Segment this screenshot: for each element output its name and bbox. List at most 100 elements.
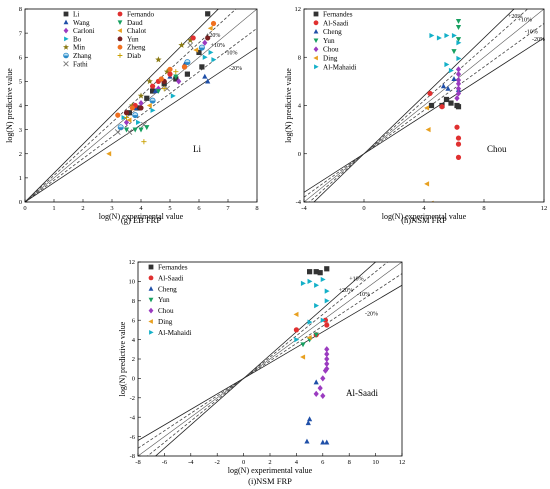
marker-triangle-right <box>324 298 330 304</box>
marker-triangle-right <box>208 49 214 56</box>
marker-triangle-right <box>448 67 454 74</box>
legend-label: Al-Mahaidi <box>158 329 192 337</box>
legend-entry: Ding <box>148 318 173 326</box>
x-tick-label: 0 <box>362 205 365 212</box>
marker-diamond <box>324 365 330 372</box>
marker-square <box>126 110 132 116</box>
legend-label: Min <box>73 44 85 52</box>
x-tick-label: 7 <box>226 205 230 212</box>
marker-triangle-right <box>211 57 217 63</box>
x-tick-label: -4 <box>301 205 307 212</box>
marker-diamond <box>148 307 154 314</box>
series-chou <box>454 66 462 102</box>
marker-triangle-right <box>436 35 442 41</box>
panel-label: Li <box>193 144 201 154</box>
marker-triangle-up <box>304 438 310 444</box>
y-tick-label: -4 <box>130 414 136 421</box>
marker-circle <box>181 64 188 70</box>
marker-circle <box>123 110 130 116</box>
legend-label: Chou <box>158 307 174 315</box>
marker-triangle-up <box>202 73 208 79</box>
series-fernandes <box>307 266 330 276</box>
series-ding <box>424 105 434 202</box>
legend-entry: Ding <box>313 55 338 63</box>
marker-triangle-right <box>456 55 462 62</box>
marker-square <box>324 266 330 272</box>
marker-triangle-right <box>149 330 154 335</box>
marker-square <box>144 95 150 101</box>
marker-triangle-left <box>106 151 112 157</box>
y-tick-label: 7 <box>19 30 23 37</box>
legend-label: Fernando <box>127 11 155 19</box>
legend-entry: Bo <box>64 35 82 43</box>
marker-diamond <box>455 66 462 73</box>
reference-line-label: +10% <box>211 43 225 49</box>
marker-triangle-right <box>320 276 326 283</box>
legend-label: Fernandes <box>158 264 188 272</box>
reference-line-label: +20% <box>508 14 522 20</box>
legend-entry: Zhang <box>63 52 92 60</box>
marker-circle <box>167 66 173 72</box>
legend-label: Wang <box>73 19 90 27</box>
marker-triangle-up <box>152 88 159 94</box>
marker-triangle-left <box>193 47 199 53</box>
legend-entry: Fernandes <box>313 11 353 19</box>
marker-triangle-down <box>451 49 457 55</box>
chart-caption: (h)NSM FRP <box>401 215 447 225</box>
y-tick-label: 4 <box>298 103 302 110</box>
legend-label: Ding <box>323 55 338 63</box>
reference-line <box>304 37 544 193</box>
marker-circle <box>117 44 123 50</box>
y-tick-label: 12 <box>295 6 302 13</box>
legend-label: Al-Saadi <box>323 19 349 27</box>
legend-entry: Cheng <box>148 285 177 293</box>
series-al-saadi <box>427 90 462 160</box>
legend-entry: Al-Mahaidi <box>314 63 357 71</box>
plot-area <box>25 9 257 202</box>
marker-triangle-left <box>306 335 312 341</box>
marker-triangle-left <box>425 127 431 133</box>
x-tick-label: 8 <box>255 205 258 212</box>
x-tick-label: 0 <box>23 205 26 212</box>
reference-line <box>308 9 529 202</box>
marker-square <box>148 264 154 270</box>
legend-entry: Fernando <box>117 11 155 19</box>
marker-diamond <box>63 27 69 34</box>
marker-diamond <box>313 46 319 53</box>
marker-diamond <box>455 90 462 97</box>
reference-line-label: -20% <box>229 66 242 72</box>
marker-circle <box>115 112 121 118</box>
marker-triangle-up <box>320 439 326 445</box>
legend-entry: Zheng <box>117 44 146 52</box>
marker-circle-half-fill <box>150 100 156 104</box>
marker-triangle-right <box>64 36 69 42</box>
x-tick-label: 5 <box>168 205 171 212</box>
marker-triangle-left <box>313 55 318 61</box>
marker-star <box>163 68 171 75</box>
legend-label: Al-Saadi <box>158 274 184 282</box>
y-axis-label: log(N) predictive value <box>284 68 293 143</box>
legend-label: Zhang <box>73 52 92 60</box>
marker-triangle-down <box>313 332 319 338</box>
series-fathi <box>114 42 194 135</box>
x-tick-label: 4 <box>295 459 299 466</box>
x-tick-label: 2 <box>81 205 84 212</box>
marker-square <box>307 269 313 275</box>
marker-triangle-left <box>126 117 132 123</box>
marker-x <box>114 129 121 135</box>
x-tick-label: 10 <box>372 459 379 466</box>
series-zhang <box>117 44 205 131</box>
marker-triangle-right <box>324 288 330 294</box>
marker-triangle-right <box>202 54 208 60</box>
x-tick-label: -4 <box>188 459 194 466</box>
legend-entry: Yun <box>117 35 139 43</box>
marker-triangle-up <box>313 28 319 34</box>
marker-square <box>448 100 454 106</box>
marker-square <box>455 104 462 110</box>
x-tick-label: 4 <box>422 205 426 212</box>
legend-entry: Chou <box>313 46 339 54</box>
x-axis-label: log(N) experimental value <box>228 466 313 475</box>
reference-line <box>304 9 544 202</box>
reference-line-label: +10% <box>518 18 532 24</box>
